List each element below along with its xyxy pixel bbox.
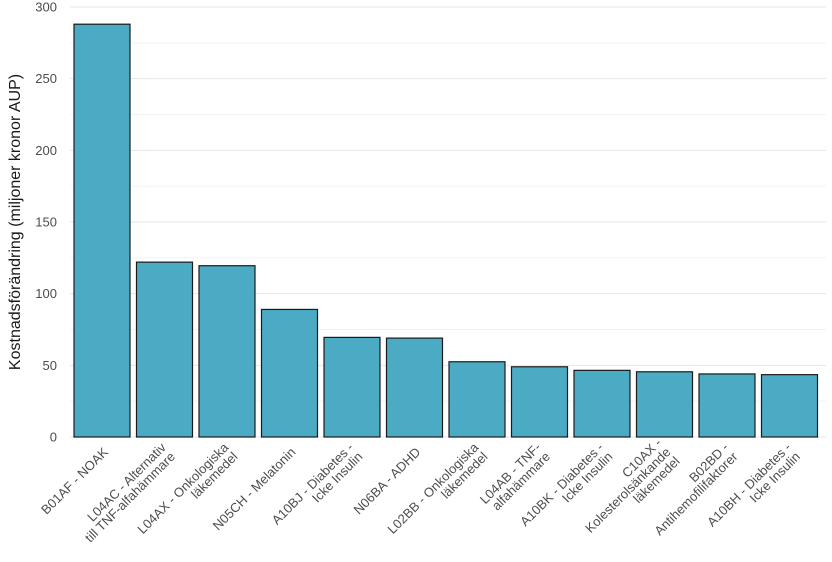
bar (73, 23, 131, 438)
y-axis-label: Kostnadsförändring (miljoner kronor AUP) (7, 74, 24, 370)
y-tick-labels: 0 50 100 150 200 250 300 (35, 0, 57, 445)
x-tick-label-line: L02BB - Onkologiska (384, 439, 482, 537)
y-tick-label: 200 (35, 143, 57, 158)
y-tick-label: 0 (50, 430, 57, 445)
bar (760, 374, 819, 438)
bar (260, 308, 319, 438)
bar (198, 265, 256, 438)
bar (448, 361, 506, 438)
bar (635, 371, 694, 438)
bar (510, 366, 569, 438)
bar (573, 369, 631, 438)
bar (323, 336, 381, 438)
y-tick-label: 150 (35, 215, 57, 230)
bar (135, 261, 194, 438)
gridlines (70, 6, 826, 438)
y-tick-label: 100 (35, 286, 57, 301)
y-tick-label: 250 (35, 71, 57, 86)
y-tick-label: 50 (43, 358, 57, 373)
bar (698, 373, 756, 438)
y-tick-label: 300 (35, 0, 57, 15)
bar (385, 337, 444, 438)
bars (73, 23, 819, 438)
